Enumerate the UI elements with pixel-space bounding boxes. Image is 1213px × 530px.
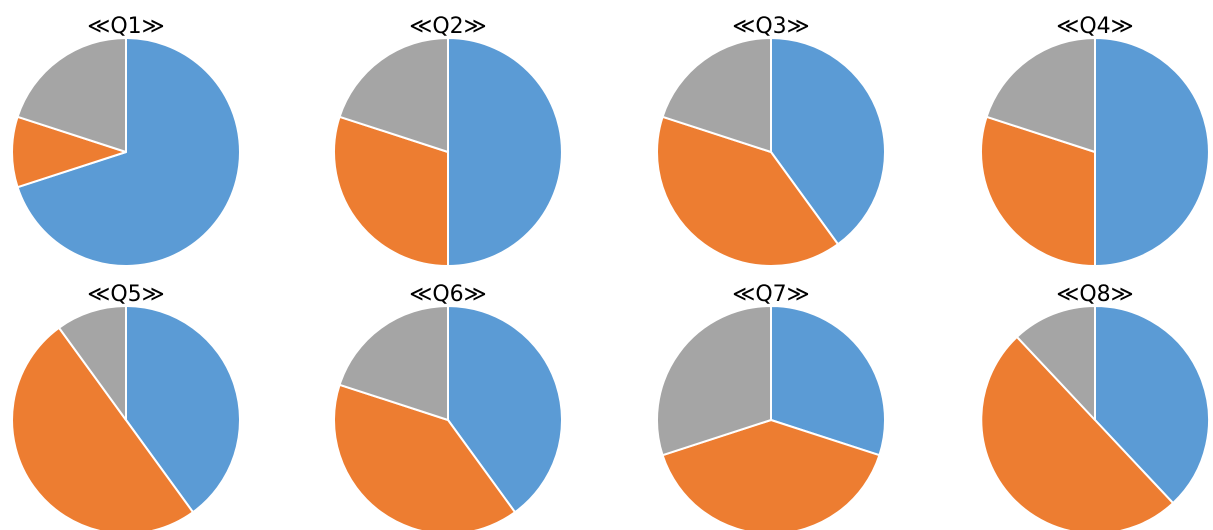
pie-slice-3 [16,37,127,153]
pie-slice-2 [11,326,195,530]
pie-slice-1 [16,37,241,267]
pie-title: ≪Q4≫ [1056,14,1133,39]
pie-slice-2 [11,115,127,189]
pie-chart-q1: ≪Q1≫ [11,14,241,267]
pie-slice-2 [333,115,449,267]
pie-title: ≪Q3≫ [732,14,809,39]
pie-slice-3 [57,305,127,421]
pie-slice-1 [447,37,563,267]
pie-slice-1 [125,305,241,514]
pie-chart-q5: ≪Q5≫ [11,282,241,530]
pie-slice-3 [985,37,1096,153]
pie-slice-3 [338,305,449,421]
pie-slice-2 [980,335,1175,530]
pie-slice-2 [333,383,517,530]
pie-title: ≪Q5≫ [87,282,164,307]
pie-slice-1 [770,37,886,246]
pie-slice-1 [1094,37,1210,267]
pie-chart-q4: ≪Q4≫ [980,14,1210,267]
pie-slice-2 [661,419,881,530]
pie-chart-q7: ≪Q7≫ [656,282,886,530]
pie-slice-3 [661,37,772,153]
pie-title: ≪Q7≫ [732,282,809,307]
pie-slice-2 [980,115,1096,267]
pie-slice-3 [656,305,772,457]
pie-title: ≪Q6≫ [409,282,486,307]
pie-title: ≪Q1≫ [87,14,164,39]
pie-chart-q3: ≪Q3≫ [656,14,886,267]
pie-chart-q2: ≪Q2≫ [333,14,563,267]
pie-chart-q6: ≪Q6≫ [333,282,563,530]
pie-slice-3 [1015,305,1096,421]
pie-slice-3 [338,37,449,153]
pie-slice-2 [656,115,840,267]
pie-title: ≪Q8≫ [1056,282,1133,307]
pie-slice-1 [447,305,563,514]
pie-chart-q8: ≪Q8≫ [980,282,1210,530]
pie-slice-1 [1094,305,1210,505]
pie-title: ≪Q2≫ [409,14,486,39]
pie-slice-1 [770,305,886,457]
